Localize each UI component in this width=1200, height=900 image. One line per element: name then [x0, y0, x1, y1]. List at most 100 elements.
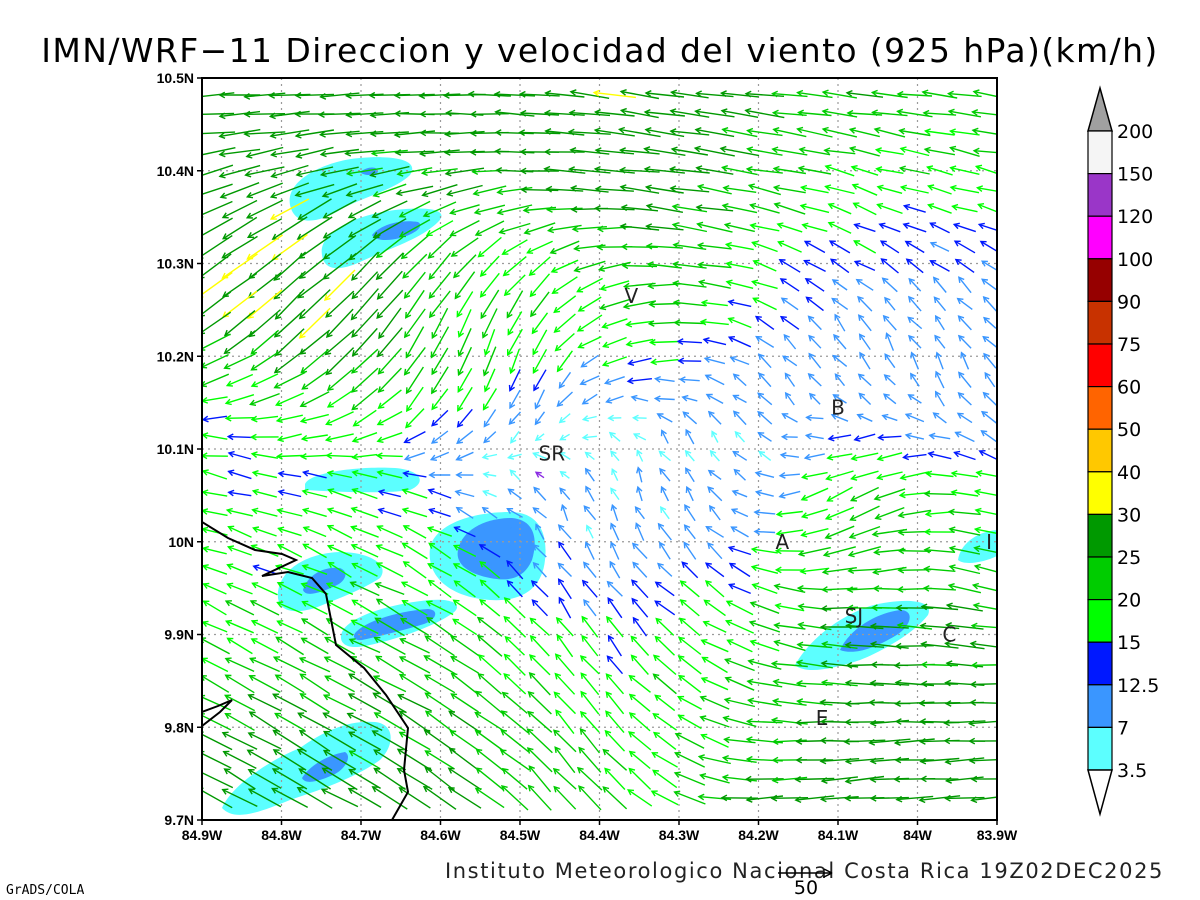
- wind-arrow-head: [771, 738, 779, 746]
- wind-arrow: [929, 434, 951, 440]
- wind-arrow: [747, 148, 783, 156]
- wind-arrow-head: [702, 620, 710, 627]
- wind-arrow-head: [819, 757, 827, 765]
- wind-arrow-head: [483, 385, 491, 393]
- wind-arrow-head: [922, 584, 930, 592]
- wind-arrow: [801, 528, 829, 536]
- wind-arrow: [983, 317, 997, 329]
- wind-arrow-head: [770, 660, 778, 668]
- wind-arrow: [831, 414, 849, 422]
- wind-arrow: [581, 354, 599, 368]
- wind-arrow: [705, 374, 725, 386]
- wind-arrow-head: [935, 370, 942, 378]
- wind-arrow: [456, 507, 474, 519]
- wind-arrow: [582, 393, 598, 405]
- wind-arrow: [858, 393, 872, 405]
- wind-arrow-head: [879, 240, 887, 247]
- wind-arrow: [327, 545, 353, 557]
- wind-arrow: [758, 432, 772, 442]
- wind-arrow-head: [727, 583, 736, 590]
- wind-arrow-head: [452, 618, 460, 625]
- wind-arrow: [798, 111, 832, 117]
- wind-arrow-head: [249, 399, 257, 406]
- wind-arrow-head: [654, 581, 662, 588]
- wind-arrow-head: [970, 661, 978, 669]
- wind-arrow-head: [532, 544, 540, 551]
- wind-arrow-head: [852, 202, 860, 209]
- wind-arrow-head: [345, 111, 353, 119]
- wind-arrow-head: [874, 513, 882, 520]
- wind-arrow: [548, 224, 582, 232]
- wind-arrow-head: [476, 634, 484, 642]
- wind-arrow: [674, 321, 706, 325]
- wind-arrow-head: [326, 524, 334, 531]
- wind-arrow: [509, 369, 521, 391]
- wind-arrow: [626, 338, 654, 346]
- wind-arrow: [946, 662, 984, 668]
- wind-arrow: [352, 432, 378, 442]
- wind-arrow-head: [300, 434, 308, 442]
- wind-arrow: [623, 300, 657, 308]
- wind-arrow: [325, 329, 355, 355]
- wind-arrow-head: [269, 192, 278, 199]
- wind-arrow: [346, 112, 384, 116]
- wind-arrow-head: [610, 522, 617, 530]
- wind-arrow: [219, 148, 261, 156]
- wind-arrow-head: [621, 262, 629, 270]
- wind-arrow-head: [647, 320, 655, 327]
- wind-arrow: [530, 635, 550, 657]
- wind-arrow: [550, 240, 580, 254]
- wind-arrow: [431, 366, 449, 394]
- wind-arrow: [452, 618, 478, 636]
- wind-arrow-head: [944, 777, 952, 784]
- wind-arrow-head: [757, 410, 764, 418]
- wind-arrow: [400, 638, 430, 654]
- wind-arrow-head: [973, 563, 981, 571]
- wind-arrow-head: [580, 672, 587, 680]
- wind-arrow: [950, 186, 980, 194]
- wind-arrow: [534, 389, 546, 409]
- wind-arrow: [202, 183, 233, 196]
- wind-arrow-head: [772, 127, 780, 134]
- wind-arrow-head: [723, 222, 731, 230]
- wind-speed-shading: [222, 157, 997, 815]
- wind-arrow-head: [498, 227, 506, 235]
- wind-arrow-head: [928, 432, 936, 440]
- wind-arrow-head: [398, 656, 406, 663]
- wind-arrow-head: [457, 330, 465, 338]
- wind-arrow: [272, 768, 308, 790]
- wind-arrow: [948, 92, 982, 98]
- wind-arrow: [351, 507, 379, 519]
- wind-arrow: [728, 317, 752, 329]
- wind-arrow: [274, 712, 306, 732]
- wind-arrow-head: [848, 146, 856, 153]
- wind-arrow: [621, 109, 659, 119]
- wind-arrow: [908, 278, 922, 292]
- wind-arrow: [453, 599, 477, 617]
- wind-arrow-head: [745, 166, 753, 173]
- wind-arrow-head: [850, 454, 858, 462]
- wind-arrow-head: [506, 311, 513, 319]
- wind-arrow-head: [271, 787, 279, 794]
- wind-arrow-head: [819, 737, 827, 745]
- wind-arrow: [345, 149, 385, 155]
- wind-arrow-head: [780, 297, 788, 304]
- wind-arrow: [275, 328, 305, 356]
- wind-arrow-head: [677, 655, 685, 662]
- colorbar-box: [1087, 343, 1113, 388]
- wind-arrow: [921, 643, 959, 649]
- wind-arrow-head: [894, 642, 902, 650]
- wind-arrow: [877, 452, 903, 460]
- wind-arrow: [558, 371, 572, 389]
- wind-arrow: [851, 470, 879, 480]
- wind-arrow-head: [251, 582, 259, 589]
- wind-arrow-head: [751, 279, 759, 287]
- wind-arrow-head: [350, 619, 358, 626]
- wind-arrow-head: [754, 315, 762, 323]
- wind-arrow-head: [646, 261, 654, 268]
- wind-arrow-head: [732, 394, 740, 401]
- wind-arrow: [845, 775, 885, 783]
- wind-arrow-head: [846, 586, 854, 594]
- wind-arrow: [808, 335, 822, 349]
- wind-arrow-head: [605, 673, 613, 680]
